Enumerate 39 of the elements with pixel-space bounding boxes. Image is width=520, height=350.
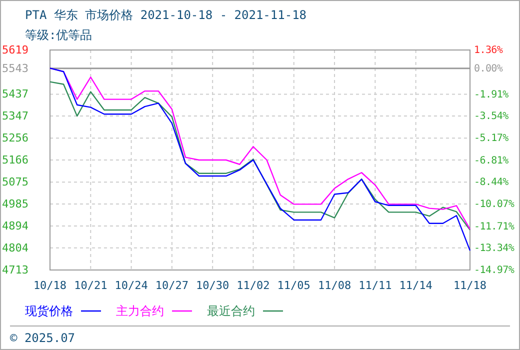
y-tick-label: 4894 [2,220,29,233]
x-tick-label: 10/21 [74,278,108,292]
y-tick-label: 5543 [2,62,28,75]
y2-tick-label: -8.44% [474,177,509,188]
x-tick-label: 11/08 [318,278,352,292]
y2-tick-label: -5.17% [474,133,509,144]
y2-tick-label: -13.34% [474,243,514,254]
y-tick-label: 4985 [2,197,28,210]
x-tick-label: 10/30 [196,278,230,292]
y-tick-label: 4713 [2,264,28,277]
y2-tick-label: -11.71% [474,221,514,232]
y-tick-label: 4804 [2,241,29,254]
x-tick-label: 11/02 [236,278,270,292]
y2-tick-label: -14.97% [474,265,514,276]
y2-tick-label: -10.07% [474,199,514,210]
y2-tick-label: -3.54% [474,111,509,122]
chart-title: PTA 华东 市场价格 2021-10-18 - 2021-11-18 [25,8,307,22]
y2-tick-label: -1.91% [474,89,509,100]
y-tick-label: 5437 [2,88,28,101]
x-tick-label: 11/14 [399,278,433,292]
y-tick-label: 5075 [2,176,28,189]
x-tick-label: 10/18 [33,278,67,292]
legend-label: 现货价格 [25,304,73,318]
y2-tick-label: -6.81% [474,155,509,166]
y-tick-label: 5166 [2,154,28,167]
y2-tick-label: 1.36% [474,45,503,56]
x-tick-label: 11/05 [277,278,310,292]
x-tick-label: 11/18 [453,278,487,292]
y2-tick-label: 0.00% [474,64,503,75]
y-tick-label: 5347 [2,110,28,123]
text: © 2025.07 [10,331,76,345]
legend-label: 主力合约 [116,304,164,318]
y-tick-label: 5256 [2,132,28,145]
x-tick-label: 10/27 [155,278,188,292]
y-tick-label: 5619 [2,44,28,57]
x-tick-label: 10/24 [114,278,148,292]
legend-label: 最近合约 [207,304,255,318]
x-tick-label: 11/11 [358,278,392,292]
chart-subtitle: 等级:优等品 [25,28,92,42]
